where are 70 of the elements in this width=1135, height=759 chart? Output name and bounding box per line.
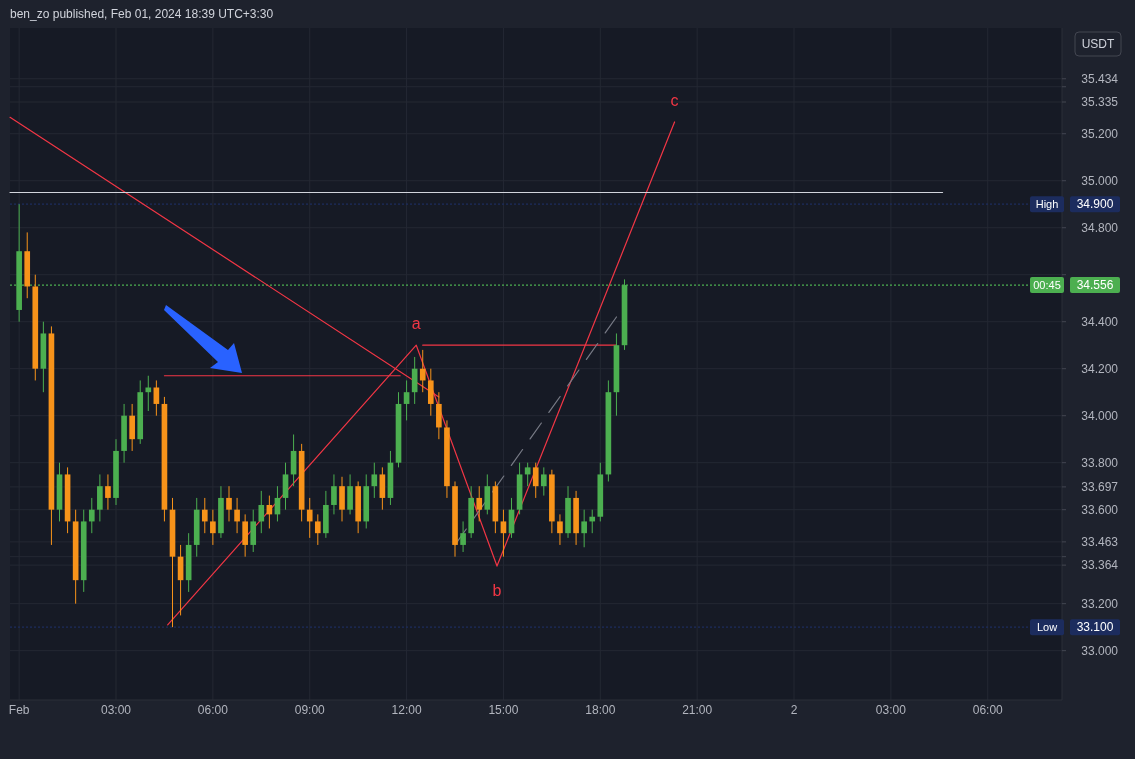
x-tick-label: 06:00	[972, 703, 1004, 717]
x-tick-label: 2	[790, 703, 798, 717]
candlestick	[226, 485, 232, 522]
annotation: a	[411, 315, 421, 333]
x-tick-label: 06:00	[197, 703, 229, 717]
candlestick	[129, 403, 135, 452]
candlestick	[339, 476, 345, 522]
candlestick	[97, 473, 103, 522]
ref-line-label: 34.556	[1076, 278, 1114, 293]
candlestick	[427, 368, 434, 417]
y-tick-label: 33.600	[1081, 502, 1119, 517]
y-tick-label: 33.800	[1081, 455, 1119, 470]
candlestick	[557, 513, 563, 546]
candlestick	[331, 473, 337, 515]
x-tick-label: 18:00	[585, 703, 616, 717]
candlestick	[581, 509, 587, 548]
y-tick-label: 34.400	[1081, 314, 1119, 329]
x-tick-label: 03:00	[100, 703, 132, 717]
candlestick	[476, 485, 483, 522]
text: USDT	[1081, 37, 1115, 51]
candlestick	[210, 509, 216, 546]
annotation: 00:45	[1033, 279, 1061, 292]
x-tick-label: 12:00	[391, 703, 422, 717]
x-tick-label: 03:00	[875, 703, 907, 717]
candlestick	[500, 509, 507, 558]
candlestick	[306, 497, 313, 539]
y-tick-label: 33.463	[1081, 534, 1119, 549]
annotation: b	[492, 582, 502, 600]
candlestick	[105, 473, 111, 511]
y-tick-label: 34.800	[1081, 220, 1119, 235]
annotation: High	[1035, 198, 1059, 211]
y-tick-label: 35.434	[1081, 71, 1119, 86]
candlestick	[532, 462, 539, 499]
candlestick	[460, 520, 466, 553]
candlestick	[242, 513, 248, 558]
y-tick-label: 34.200	[1081, 361, 1119, 376]
ref-line-label: 33.100	[1076, 620, 1114, 635]
candlestick	[403, 379, 410, 421]
candlestick	[153, 379, 160, 417]
candlestick	[436, 391, 442, 440]
annotation: Low	[1036, 621, 1058, 634]
y-tick-label: 34.000	[1081, 408, 1119, 423]
x-tick-label: 21:00	[682, 703, 713, 717]
candlestick	[347, 473, 353, 515]
candlestick	[145, 375, 152, 412]
y-tick-label: 35.000	[1081, 173, 1119, 188]
y-tick-label: 35.335	[1081, 95, 1119, 110]
candlestick	[379, 466, 386, 511]
y-tick-label: 33.200	[1081, 596, 1119, 611]
candlestick	[419, 349, 426, 393]
y-tick-label: 33.364	[1081, 558, 1119, 573]
candlestick	[201, 497, 208, 534]
annotation: c	[670, 91, 679, 109]
y-tick-label: 35.200	[1081, 126, 1119, 141]
x-tick-label: 15:00	[488, 703, 519, 717]
candlestick	[314, 513, 321, 546]
x-tick-label: Feb	[8, 703, 30, 717]
candlestick	[234, 497, 240, 534]
candlestick	[258, 490, 265, 534]
candlestick	[88, 497, 95, 534]
y-tick-label: 33.000	[1081, 643, 1119, 658]
ref-line-label: 34.900	[1076, 197, 1114, 212]
x-tick-label: 09:00	[294, 703, 326, 717]
candlestick	[484, 473, 491, 515]
candlestick	[371, 462, 378, 499]
candlestick	[250, 509, 257, 553]
y-tick-label: 33.697	[1081, 479, 1119, 494]
chart-title: ben_zo published, Feb 01, 2024 18:39 UTC+3:30	[10, 7, 274, 21]
candlestick	[540, 466, 547, 497]
candlestick	[282, 462, 289, 511]
